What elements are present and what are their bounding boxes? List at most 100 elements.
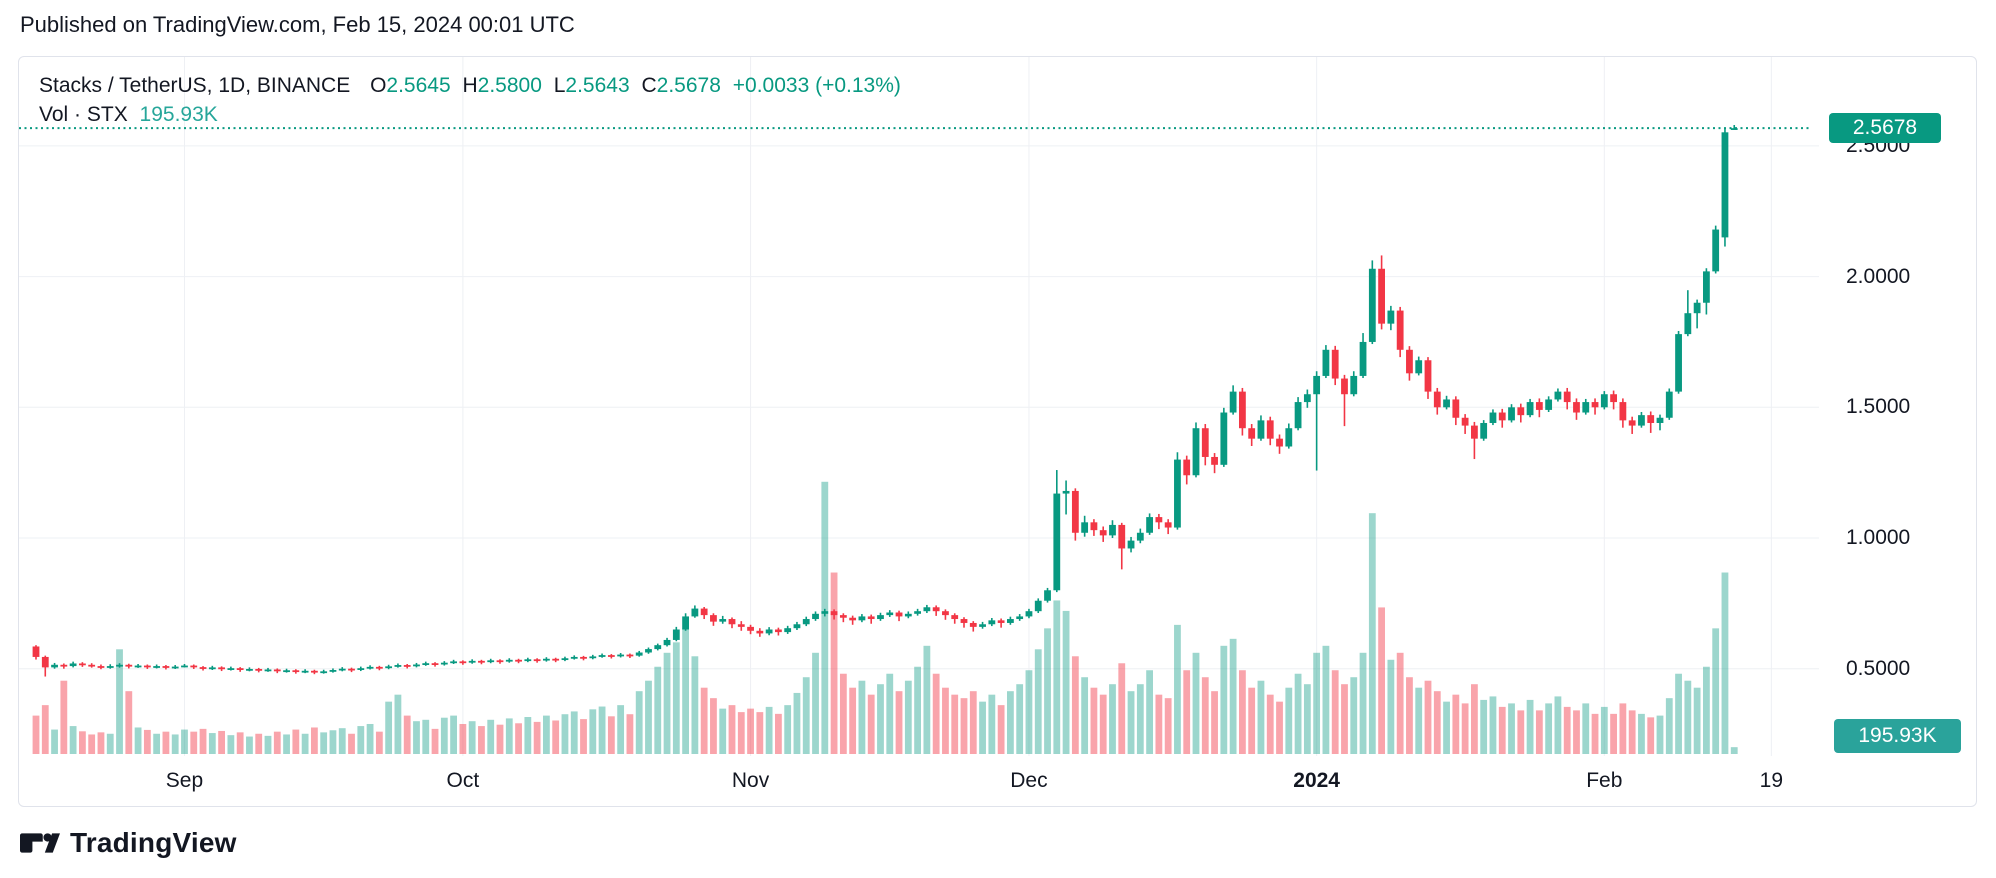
time-axis-label: Dec	[1010, 769, 1048, 792]
volume-bar	[1136, 684, 1144, 754]
volume-value: 195.93K	[139, 103, 218, 126]
candle-body	[1294, 402, 1302, 429]
volume-bar	[97, 732, 105, 754]
volume-bar	[1016, 684, 1024, 754]
candle-body	[431, 663, 439, 666]
candle-body	[375, 666, 383, 669]
candle-body	[413, 664, 420, 667]
candle-body	[997, 620, 1005, 623]
candle-body	[1341, 378, 1348, 395]
volume-bar	[1062, 610, 1070, 754]
candle-body	[283, 670, 290, 673]
volume-bar	[69, 726, 77, 754]
volume-bar	[728, 705, 736, 754]
volume-bar	[682, 628, 689, 754]
candle-body	[969, 622, 977, 627]
candle-body	[1628, 420, 1636, 426]
high-label: H	[462, 74, 478, 97]
volume-bar	[505, 718, 513, 754]
candle-body	[1053, 493, 1061, 591]
candle-body	[1665, 391, 1673, 418]
volume-bar	[496, 724, 504, 754]
volume-bar	[422, 719, 430, 754]
candle-body	[1034, 600, 1042, 612]
volume-bar	[867, 694, 875, 754]
volume-bar	[1721, 572, 1729, 754]
volume-bar	[570, 711, 578, 754]
candle-body	[570, 656, 578, 659]
volume-bar	[1313, 652, 1321, 754]
candle-body	[1619, 402, 1627, 421]
candle-body	[1712, 229, 1720, 272]
legend-symbol-row: Stacks / TetherUS, 1D, BINANCE O2.5645 H…	[39, 74, 901, 98]
volume-bar	[1359, 652, 1367, 754]
volume-bar	[162, 731, 170, 754]
volume-bar	[1600, 706, 1608, 754]
candle-body	[496, 660, 504, 663]
candle-body	[775, 629, 782, 633]
candle-body	[1285, 428, 1293, 447]
volume-bar	[394, 694, 402, 754]
candle-body	[190, 665, 198, 668]
candle-body	[1703, 271, 1710, 303]
volume-bar	[171, 734, 179, 754]
tradingview-footer[interactable]: TradingView	[20, 826, 237, 860]
volume-bar	[348, 733, 355, 754]
candle-body	[1322, 349, 1330, 376]
volume-bar	[802, 677, 810, 754]
volume-bar	[672, 642, 680, 754]
volume-bar	[1146, 670, 1153, 754]
volume-bar	[1387, 659, 1395, 754]
volume-bar	[765, 706, 773, 754]
candle-body	[1229, 391, 1237, 413]
volume-bar	[32, 715, 40, 754]
candle-body	[635, 652, 643, 656]
candle-body	[839, 615, 847, 618]
candle-body	[1517, 407, 1525, 416]
candle-body	[515, 659, 522, 662]
candle-body	[1545, 399, 1553, 410]
candle-body	[1406, 349, 1413, 374]
candle-body	[589, 656, 597, 659]
time-axis-label: 19	[1759, 769, 1784, 792]
volume-bar	[960, 698, 968, 754]
volume-bar	[886, 673, 894, 754]
last-volume-badge: 195.93K	[1834, 719, 1961, 753]
candle-body	[737, 624, 745, 627]
volume-bar	[645, 680, 652, 754]
candle-body	[1007, 619, 1014, 623]
last-price-badge: 2.5678	[1829, 113, 1941, 143]
candle-body	[1183, 459, 1191, 476]
low-value: 2.5643	[565, 74, 630, 97]
candle-body	[1303, 394, 1311, 403]
candle-body	[301, 670, 309, 673]
volume-bar	[440, 717, 448, 754]
candle-body	[1062, 490, 1070, 494]
volume-bar	[1239, 670, 1246, 754]
candle-body	[1025, 611, 1033, 617]
candle-body	[1489, 412, 1497, 423]
chart-surface[interactable]	[19, 57, 1976, 806]
volume-bar	[1554, 696, 1562, 754]
candle-body	[895, 612, 903, 617]
volume-bar	[1331, 670, 1339, 754]
volume-bar	[106, 733, 114, 754]
volume-bar	[1730, 747, 1738, 754]
volume-bar	[533, 721, 541, 754]
volume-bar	[1118, 663, 1126, 754]
candle-body	[1248, 428, 1256, 439]
candle-body	[886, 612, 894, 616]
volume-bar	[1480, 699, 1488, 754]
candle-body	[645, 649, 652, 653]
candle-body	[1313, 375, 1321, 395]
candle-body	[524, 659, 532, 662]
candle-body	[440, 662, 448, 665]
volume-bar	[1127, 691, 1135, 754]
candle-body	[728, 619, 736, 625]
volume-bar	[1155, 694, 1163, 754]
candle-body	[858, 616, 866, 621]
candle-body	[765, 629, 773, 634]
volume-bar	[580, 719, 587, 754]
volume-bar	[626, 714, 634, 754]
volume-bar	[1378, 607, 1385, 754]
